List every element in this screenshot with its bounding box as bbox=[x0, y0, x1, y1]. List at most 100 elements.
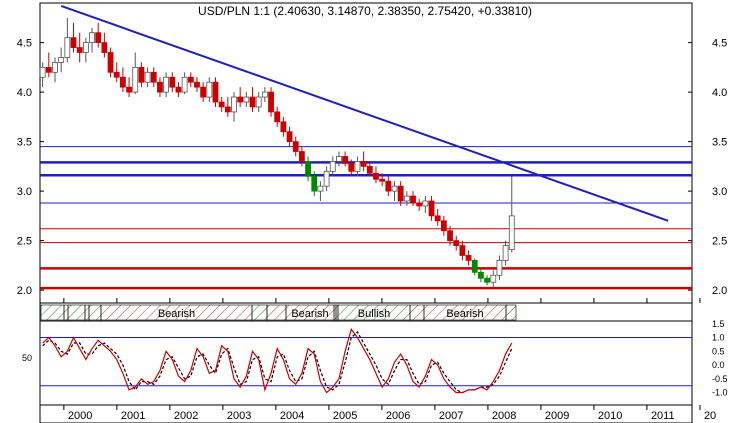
candle bbox=[200, 82, 207, 103]
candle bbox=[181, 72, 188, 95]
candle bbox=[317, 181, 324, 202]
candle bbox=[459, 240, 466, 261]
y-tick-label-right: 4.0 bbox=[712, 87, 727, 99]
candle bbox=[434, 208, 441, 226]
candle bbox=[70, 22, 77, 53]
candle bbox=[249, 87, 256, 112]
y-tick-label-left: 4.5 bbox=[17, 38, 32, 50]
x-tick-label: 2007 bbox=[439, 410, 463, 422]
candle bbox=[508, 176, 515, 253]
candle bbox=[465, 250, 472, 266]
y-tick-label-right: 4.5 bbox=[712, 38, 727, 50]
candle bbox=[52, 57, 58, 83]
candle bbox=[471, 258, 478, 276]
signal-band-label: Bearish bbox=[291, 308, 328, 320]
candle bbox=[484, 275, 490, 286]
y-tick-label-left: 2.0 bbox=[17, 285, 32, 297]
candle bbox=[126, 77, 132, 98]
x-tick-label: 2008 bbox=[492, 410, 516, 422]
indicator-panel bbox=[39, 320, 693, 406]
candle bbox=[336, 151, 342, 167]
indicator-tick-label: 0.5 bbox=[712, 346, 725, 356]
candle bbox=[107, 47, 114, 78]
y-tick-label-left: 3.5 bbox=[17, 137, 32, 149]
x-tick-label: 2002 bbox=[174, 410, 198, 422]
candle bbox=[299, 146, 305, 167]
candle bbox=[95, 22, 102, 48]
candle bbox=[280, 116, 287, 137]
y-tick-label-right: 3.0 bbox=[712, 186, 727, 198]
indicator-left-tick-label: 50 bbox=[22, 353, 32, 363]
candle bbox=[342, 151, 349, 167]
candle bbox=[45, 52, 52, 78]
candle bbox=[348, 159, 355, 177]
signal-band-label: Bearish bbox=[158, 308, 195, 320]
candle bbox=[58, 47, 65, 73]
candle bbox=[268, 87, 274, 117]
candle bbox=[206, 77, 213, 103]
candle bbox=[428, 196, 435, 221]
candle bbox=[231, 92, 237, 122]
indicator-tick-label: -0.5 bbox=[712, 374, 728, 384]
candle bbox=[113, 62, 120, 83]
candle bbox=[261, 87, 268, 103]
signal-band-segment bbox=[84, 304, 90, 321]
candle bbox=[150, 67, 157, 88]
candle bbox=[101, 32, 108, 58]
signal-band-segment bbox=[88, 304, 102, 321]
candle bbox=[305, 156, 311, 182]
candle bbox=[212, 77, 219, 107]
candle bbox=[366, 161, 373, 177]
candle bbox=[82, 37, 89, 63]
candle bbox=[453, 235, 460, 251]
x-tick-label: 20 bbox=[704, 410, 716, 422]
x-tick-label: 2010 bbox=[598, 410, 622, 422]
y-tick-label-left: 3.0 bbox=[17, 186, 32, 198]
candle bbox=[416, 199, 423, 211]
x-tick-label: 2005 bbox=[333, 410, 357, 422]
x-tick-label: 2011 bbox=[651, 410, 675, 422]
y-tick-label-right: 2.0 bbox=[712, 285, 727, 297]
candle bbox=[490, 270, 497, 288]
price-panel bbox=[39, 2, 693, 304]
x-tick-label: 2006 bbox=[386, 410, 410, 422]
signal-band-segment bbox=[67, 304, 86, 321]
candle bbox=[286, 126, 293, 147]
candle bbox=[76, 32, 83, 63]
indicator-tick-label: -1.0 bbox=[712, 388, 728, 398]
signal-band-segment bbox=[40, 304, 65, 321]
candle bbox=[243, 92, 250, 107]
indicator-tick-label: 0.0 bbox=[712, 360, 725, 370]
candle bbox=[354, 156, 361, 177]
indicator-main-line bbox=[42, 327, 513, 394]
x-tick-label: 2001 bbox=[121, 410, 145, 422]
year-axis-strip bbox=[39, 404, 693, 423]
candle bbox=[144, 67, 151, 88]
candle bbox=[379, 173, 386, 187]
candle bbox=[422, 196, 429, 213]
signal-band-label: Bullish bbox=[358, 308, 390, 320]
candle bbox=[255, 92, 262, 112]
y-tick-label-left: 2.5 bbox=[17, 236, 32, 248]
candle bbox=[373, 166, 379, 184]
candle bbox=[403, 191, 410, 206]
candle bbox=[157, 77, 163, 98]
x-tick-label: 2000 bbox=[68, 410, 92, 422]
signal-band-segment bbox=[505, 304, 517, 321]
x-tick-label: 2004 bbox=[280, 410, 304, 422]
candle bbox=[397, 181, 404, 206]
candle bbox=[163, 72, 170, 98]
candle bbox=[502, 240, 509, 266]
signal-band-segment bbox=[251, 304, 268, 321]
candle bbox=[323, 166, 330, 192]
signal-band-segment bbox=[63, 304, 69, 321]
candle bbox=[360, 151, 367, 172]
candle bbox=[64, 17, 71, 63]
candle bbox=[138, 62, 145, 88]
x-tick-label: 2003 bbox=[227, 410, 251, 422]
candle bbox=[39, 62, 46, 88]
indicator-signal-line bbox=[42, 331, 513, 394]
candle bbox=[329, 156, 336, 177]
candle bbox=[119, 67, 126, 93]
